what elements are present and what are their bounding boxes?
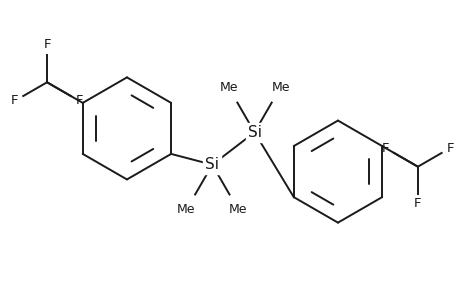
Text: Me: Me [229, 203, 247, 216]
Text: Me: Me [271, 81, 289, 94]
Text: Me: Me [219, 81, 237, 94]
Text: F: F [445, 142, 453, 154]
Text: F: F [381, 142, 388, 154]
Text: Me: Me [177, 203, 195, 216]
Text: F: F [75, 94, 83, 107]
Text: F: F [11, 94, 18, 107]
Text: F: F [413, 197, 421, 211]
Text: F: F [43, 38, 50, 52]
Text: Si: Si [247, 125, 261, 140]
Text: Si: Si [205, 157, 219, 172]
